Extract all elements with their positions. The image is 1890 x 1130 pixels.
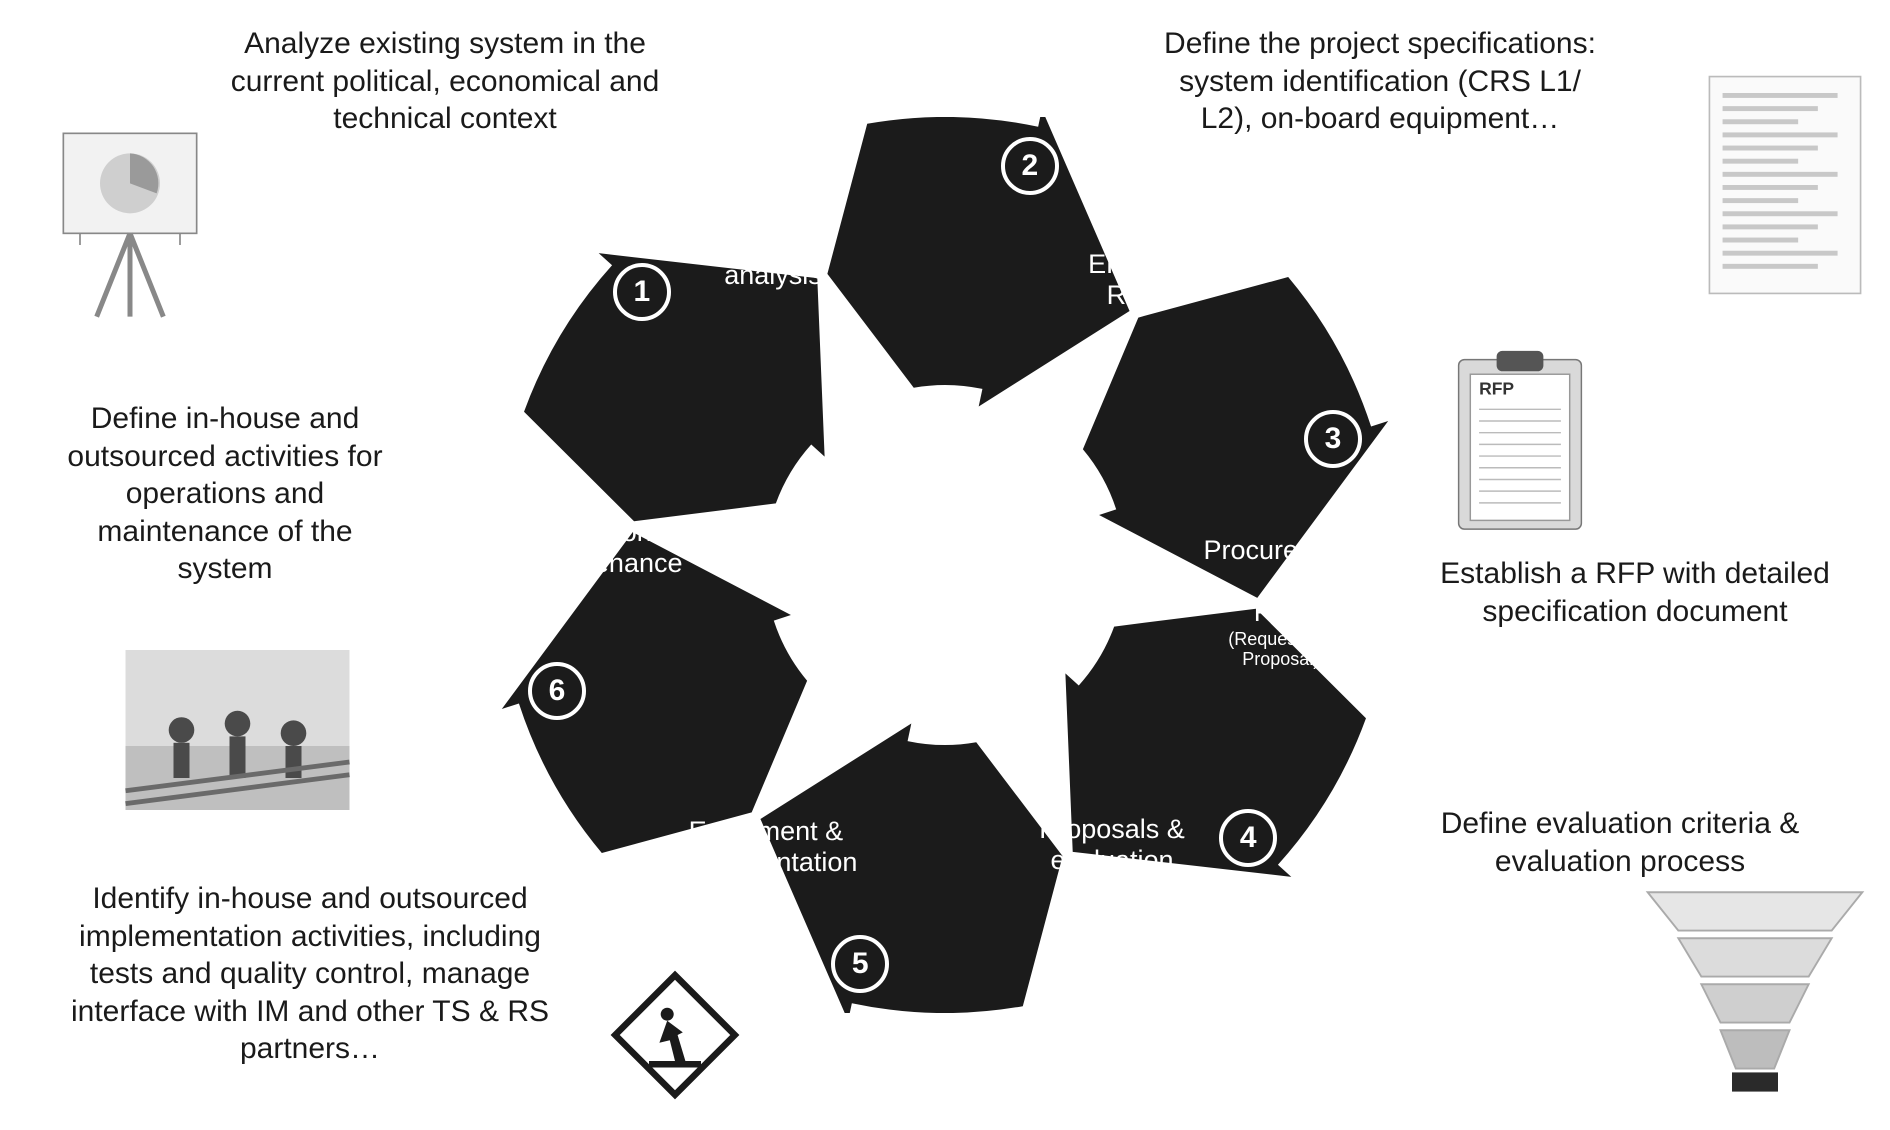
step-label-2: ERTMSR&D — [1005, 249, 1265, 311]
step-label-1: Strategicanalysis — [643, 229, 903, 291]
step-number: 5 — [852, 947, 869, 981]
step-badge-6: 6 — [528, 662, 586, 720]
workers-photo-icon — [120, 650, 355, 810]
step-caption-4: Define evaluation criteria &evaluation p… — [1400, 805, 1840, 880]
easel-chart-icon — [40, 120, 220, 320]
step-badge-5: 5 — [831, 935, 889, 993]
funnel-icon — [1640, 880, 1870, 1100]
step-label-3: Procurement-RFP(Request ForProposal) — [1151, 535, 1411, 670]
step-caption-1: Analyze existing system in thecurrent po… — [135, 25, 755, 138]
step-number: 2 — [1021, 149, 1038, 183]
caution-sign-icon — [610, 970, 740, 1100]
step-badge-2: 2 — [1001, 137, 1059, 195]
step-caption-3: Establish a RFP with detailedspecificati… — [1395, 555, 1875, 630]
step-number: 4 — [1240, 821, 1257, 855]
step-caption-5: Identify in-house and outsourcedimplemen… — [10, 880, 610, 1068]
step-caption-2: Define the project specifications:system… — [1060, 25, 1700, 138]
rfp-clipboard-icon: RFP — [1445, 345, 1595, 535]
step-label-4: Proposals &evaluationdecision — [982, 814, 1242, 907]
step-sublabel: (Request ForProposal) — [1151, 630, 1411, 670]
step-label-5: Equipment &implementation — [636, 816, 896, 878]
step-badge-3: 3 — [1304, 410, 1362, 468]
step-number: 6 — [549, 674, 566, 708]
step-label-6: Operation &maintenance — [475, 517, 735, 579]
ring-segment-1 — [524, 253, 825, 521]
step-caption-6: Define in-house andoutsourced activities… — [25, 400, 425, 588]
svg-text:RFP: RFP — [1479, 379, 1514, 399]
step-number: 3 — [1325, 422, 1342, 456]
diagram-stage: 1StrategicanalysisAnalyze existing syste… — [0, 0, 1890, 1130]
spec-doc-icon — [1700, 70, 1870, 300]
